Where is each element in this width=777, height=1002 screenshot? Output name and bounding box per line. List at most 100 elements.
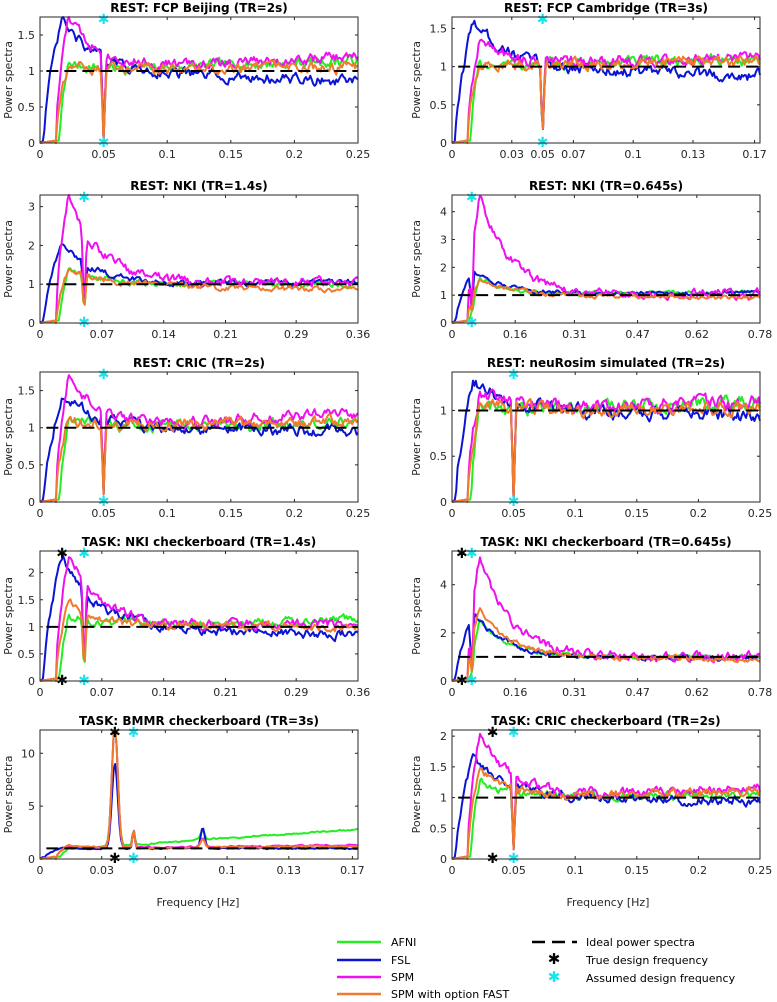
x-tick-label: 0.25 [748, 864, 773, 877]
y-axis-label: Power spectra [2, 41, 15, 119]
plot-area [40, 17, 358, 143]
assumed-frequency-marker-top: ✱ [98, 367, 110, 383]
legend-label-assumed: Assumed design frequency [586, 972, 736, 985]
x-tick-label: 0.13 [277, 864, 302, 877]
x-tick-label: 0.78 [748, 686, 773, 699]
x-tick-label: 0.1 [566, 507, 584, 520]
x-tick-label: 0.31 [562, 686, 587, 699]
y-tick-label: 10 [21, 747, 35, 760]
plot-area [452, 195, 760, 323]
chart-panel-10: TASK: CRIC checkerboard (TR=2s) Power spe… [410, 714, 772, 877]
chart-title: REST: FCP Cambridge (TR=3s) [504, 1, 708, 15]
chart-title: REST: NKI (TR=0.645s) [529, 179, 683, 193]
y-tick-label: 0 [440, 675, 447, 688]
assumed-frequency-marker-top: ✱ [78, 190, 90, 206]
plot-area [452, 372, 760, 502]
chart-panel-9: TASK: BMMR checkerboard (TR=3s) Power spe… [2, 714, 365, 877]
assumed-frequency-marker-top: ✱ [128, 725, 140, 741]
series-line-spm-fast [39, 268, 359, 324]
x-tick-label: 0.36 [346, 686, 371, 699]
y-axis-label: Power spectra [410, 398, 423, 476]
y-tick-label: 2 [440, 261, 447, 274]
y-tick-label: 0.5 [18, 101, 36, 114]
x-tick-label: 0.16 [503, 686, 528, 699]
y-axis-label: Power spectra [2, 398, 15, 476]
series-line-spm [451, 388, 761, 503]
x-tick-label: 0.62 [685, 328, 710, 341]
y-tick-label: 2 [440, 627, 447, 640]
y-tick-label: 0 [440, 853, 447, 866]
assumed-frequency-marker-top: ✱ [466, 546, 478, 562]
x-tick-label: 0.07 [561, 148, 586, 161]
panel-grid: REST: FCP Beijing (TR=2s) Power spectra 0 0… [2, 1, 772, 877]
chart-title: REST: NKI (TR=1.4s) [130, 179, 267, 193]
plot-area [40, 195, 358, 323]
legend-item-spm: SPM [337, 971, 414, 984]
y-tick-label: 0 [28, 496, 35, 509]
x-tick-label: 0.47 [625, 686, 650, 699]
x-tick-label: 0.17 [742, 148, 767, 161]
series-line-spm-fast [39, 729, 358, 860]
x-tick-label: 0.17 [340, 864, 365, 877]
plot-frame [39, 729, 359, 860]
x-tick-label: 0 [449, 507, 456, 520]
series-line-spm [451, 38, 761, 144]
assumed-frequency-marker-icon: ✱ [548, 968, 561, 986]
x-tick-label: 0.2 [286, 148, 304, 161]
x-tick-label: 0.78 [748, 328, 773, 341]
x-tick-label: 0.1 [158, 507, 176, 520]
y-tick-label: 1 [440, 289, 447, 302]
x-tick-label: 0.07 [153, 864, 178, 877]
series-line-spm-fast [39, 412, 359, 503]
legend-label-afni: AFNI [391, 936, 416, 949]
y-tick-label: 0.5 [430, 99, 448, 112]
series-line-spm [451, 732, 761, 860]
plot-frame [39, 16, 359, 144]
x-tick-label: 0.15 [625, 864, 650, 877]
plot-frame [451, 194, 761, 324]
x-tick-label: 0.25 [748, 507, 773, 520]
chart-panel-4: REST: NKI (TR=0.645s) Power spectra 0 0.16 0… [410, 179, 772, 341]
chart-panel-7: TASK: NKI checkerboard (TR=1.4s) Power sp… [2, 535, 370, 699]
x-tick-label: 0.31 [562, 328, 587, 341]
x-tick-label: 0.2 [690, 864, 708, 877]
chart-panel-3: REST: NKI (TR=1.4s) Power spectra 0 0.07 0.1… [2, 179, 370, 341]
x-tick-label: 0 [37, 328, 44, 341]
plot-area [40, 372, 358, 502]
y-tick-label: 0.5 [430, 450, 448, 463]
x-tick-label: 0 [449, 328, 456, 341]
x-tick-label: 0.21 [213, 328, 238, 341]
y-tick-label: 1.5 [18, 594, 36, 607]
series-line-afni [451, 777, 761, 860]
x-axis-label-left: Frequency [Hz] [157, 896, 240, 909]
x-tick-label: 0.29 [284, 328, 309, 341]
legend-item-fsl: FSL [337, 954, 411, 967]
true-frequency-marker-top: ✱ [56, 546, 68, 562]
plot-frame [451, 16, 761, 144]
x-tick-label: 0 [37, 148, 44, 161]
legend-label-fsl: FSL [391, 954, 411, 967]
x-tick-label: 0.25 [346, 148, 371, 161]
assumed-frequency-marker-top: ✱ [98, 12, 110, 28]
x-tick-label: 0.29 [284, 686, 309, 699]
assumed-frequency-marker-top: ✱ [78, 546, 90, 562]
plot-area [40, 551, 358, 681]
plot-frame [451, 729, 761, 860]
y-axis-label: Power spectra [2, 220, 15, 298]
x-tick-label: 0.03 [89, 864, 114, 877]
plot-frame [451, 371, 761, 503]
x-tick-label: 0.62 [685, 686, 710, 699]
true-frequency-marker-icon: ✱ [548, 950, 561, 968]
assumed-frequency-marker-top: ✱ [466, 190, 478, 206]
y-tick-label: 1.5 [18, 385, 36, 398]
y-tick-label: 1.5 [430, 761, 448, 774]
legend-label-spm-fast: SPM with option FAST [391, 988, 510, 1001]
true-frequency-marker-top: ✱ [487, 725, 499, 741]
y-tick-label: 3 [28, 201, 35, 214]
x-tick-label: 0.36 [346, 328, 371, 341]
chart-title: REST: FCP Beijing (TR=2s) [110, 1, 287, 15]
plot-area [452, 17, 760, 143]
series-line-spm [39, 194, 359, 324]
y-axis-label: Power spectra [2, 577, 15, 655]
